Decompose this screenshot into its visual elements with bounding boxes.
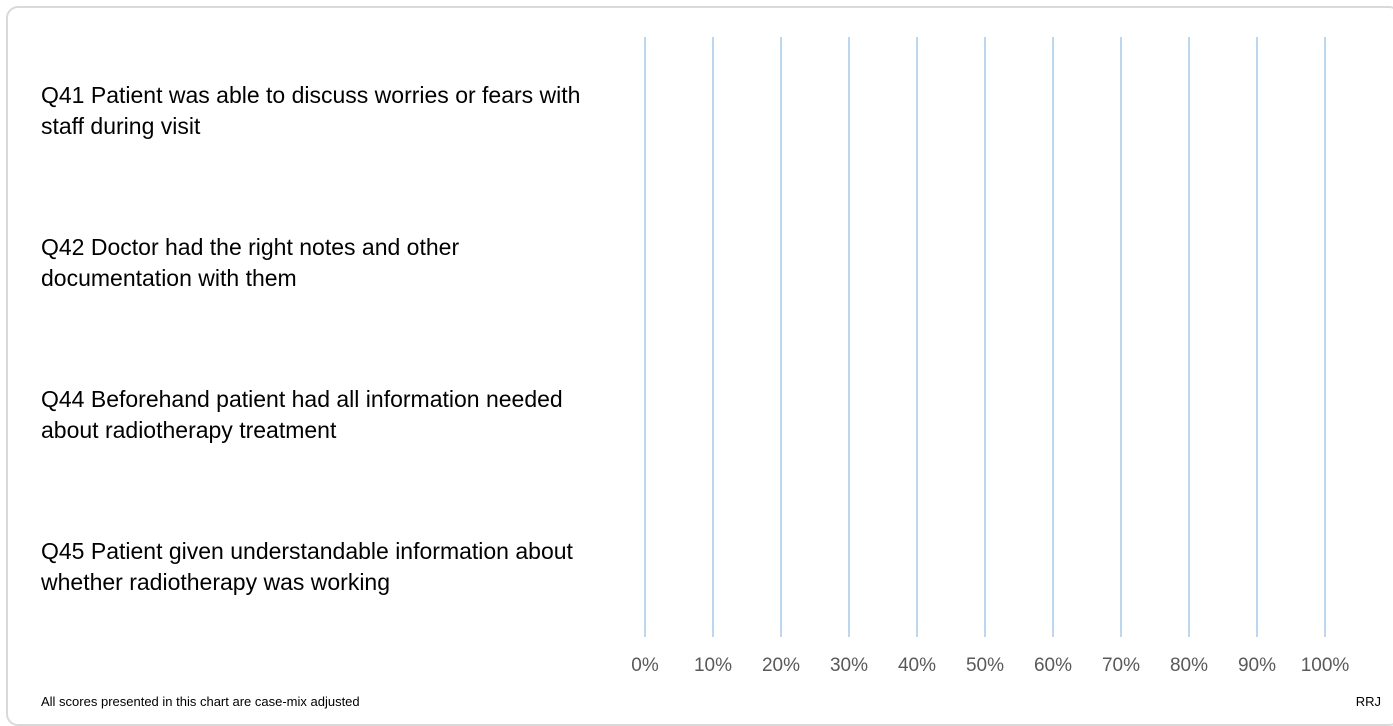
x-axis-tick-labels: 0% 10% 20% 30% 40% 50% 60% 70% 80% 90% 100% [631, 655, 1349, 676]
category-label-q41: Q41 Patient was able to discuss worries … [41, 82, 581, 139]
category-label-q42: Q42 Doctor had the right notes and other… [41, 234, 460, 291]
category-label-q45: Q45 Patient given understandable informa… [41, 538, 573, 595]
x-tick-label-8: 80% [1170, 655, 1208, 676]
x-tick-label-5: 50% [966, 655, 1004, 676]
report-code: RRJ [1355, 694, 1381, 709]
chart-plot: 0% 10% 20% 30% 40% 50% 60% 70% 80% 90% 100% [631, 37, 1349, 676]
gridlines [644, 37, 1326, 637]
x-tick-label-0: 0% [631, 655, 659, 676]
x-tick-label-6: 60% [1034, 655, 1072, 676]
x-tick-label-2: 20% [762, 655, 800, 676]
chart-frame [6, 6, 1393, 726]
x-tick-label-9: 90% [1238, 655, 1276, 676]
x-tick-label-10: 100% [1301, 655, 1350, 676]
x-tick-label-7: 70% [1102, 655, 1140, 676]
x-tick-label-3: 30% [830, 655, 868, 676]
x-tick-label-4: 40% [898, 655, 936, 676]
x-tick-label-1: 10% [694, 655, 732, 676]
case-mix-footnote: All scores presented in this chart are c… [41, 694, 360, 709]
category-label-q44: Q44 Beforehand patient had all informati… [41, 386, 563, 443]
